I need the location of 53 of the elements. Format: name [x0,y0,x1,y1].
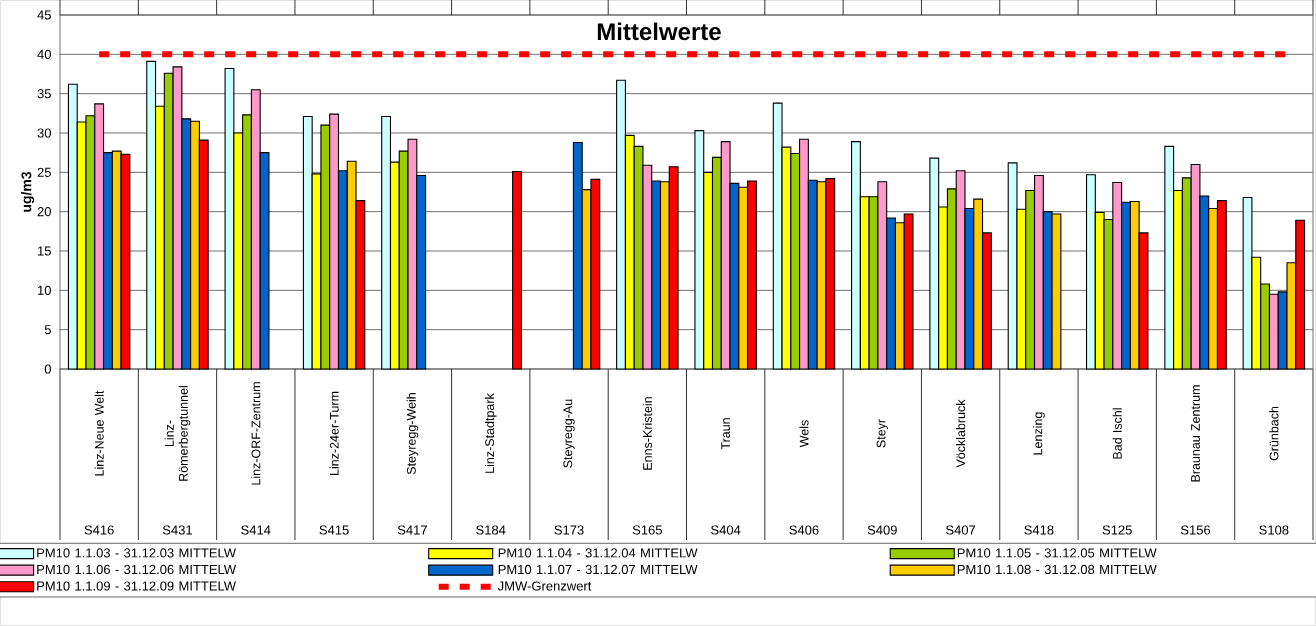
y-tick-label: 10 [38,285,51,295]
text: S414 [241,525,271,535]
legend-label: PM10 1.1.06 - 31.12.06 MITTELW [37,564,237,575]
bar [512,170,522,370]
x-tick-label: Steyr [876,419,888,448]
legend-label: PM10 1.1.05 - 31.12.05 MITTELW [957,548,1157,558]
x-tick-label: Enns-Kristein [642,397,652,470]
text: S404 [711,525,741,535]
x-tick-label: Linz-24er-Turm [329,391,339,475]
x-tick-label: Lenzing [1033,412,1045,455]
y-tick-label: 40 [37,49,51,59]
y-tick-label: 30 [37,128,51,138]
text: S108 [1259,525,1289,535]
legend-label: PM10 1.1.04 - 31.12.04 MITTELW [498,548,698,558]
x-tick-label: Traun [721,418,731,450]
text: S165 [632,525,662,535]
text: S431 [162,525,193,535]
y-axis-title: ug/m3 [21,171,35,212]
text: S407 [946,525,976,535]
legend-label: PM10 1.1.08 - 31.12.08 MITTELW [957,564,1157,575]
x-tick-label: Grünbach [1269,406,1279,461]
text: S156 [1180,525,1211,535]
y-tick-label: 20 [37,207,51,217]
y-tick-label: 15 [38,246,51,256]
chart-title: Mittelwerte [597,22,721,41]
text: S125 [1102,525,1132,535]
text: S409 [867,525,897,535]
text: S417 [397,525,427,535]
legend-label: PM10 1.1.03 - 31.12.03 MITTELW [37,548,237,558]
x-tick-label: Linz-Stadtpark [484,393,497,473]
text: S415 [319,525,349,535]
x-tick-label: Wels [799,420,809,448]
x-tick-label: Steyregg-Weih [406,393,419,475]
x-tick-label: Linz-Römerbergtunnel [164,386,191,481]
text: S184 [476,525,506,535]
x-tick-label: Braunau Zentrum [1191,385,1200,482]
y-tick-label: 5 [44,325,51,335]
text: S418 [1024,525,1054,535]
x-tick-label: Vöcklabruck [956,399,966,468]
legend-label: PM10 1.1.09 - 31.12.09 MITTELW [37,581,237,591]
y-tick-label: 45 [37,10,51,20]
text: S416 [84,525,114,535]
x-tick-label: Linz-ORF-Zentrum [251,382,261,485]
x-tick-label: Steyregg-Au [563,399,575,468]
text: S173 [554,525,584,535]
y-tick-label: 0 [44,364,51,374]
x-tick-label: Bad Ischl [1112,408,1122,459]
text: S406 [789,525,819,535]
y-tick-label: 35 [37,89,51,99]
x-tick-label: Linz-Neue Welt [94,390,104,476]
legend-label: JMW-Grenzwert [497,581,592,591]
legend-label: PM10 1.1.07 - 31.12.07 MITTELW [498,564,698,575]
y-tick-label: 25 [37,167,51,177]
